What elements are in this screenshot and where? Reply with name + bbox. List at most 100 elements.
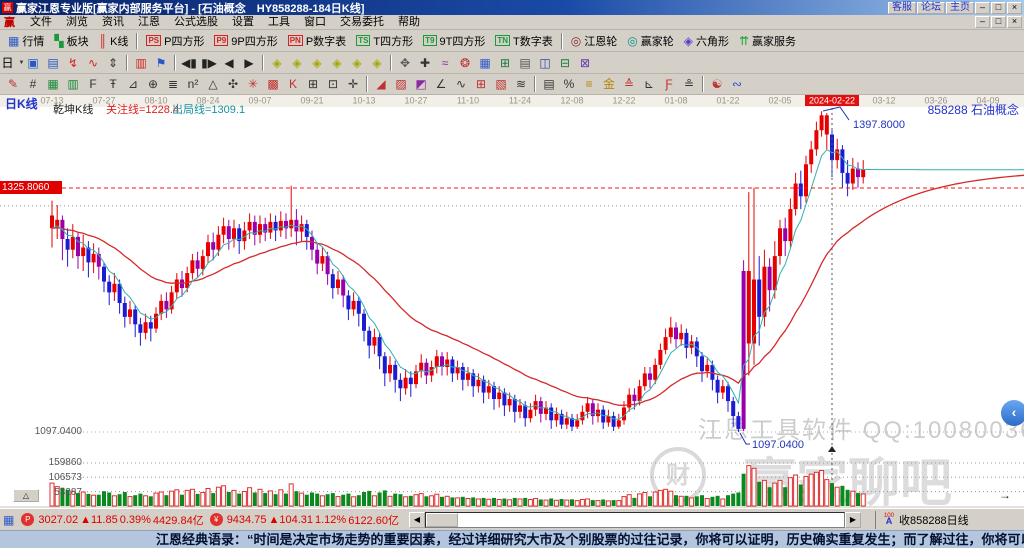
cross-tool-icon[interactable]: ✛	[343, 75, 363, 93]
grid3-tool-icon[interactable]: ⊞	[471, 75, 491, 93]
f-tool-icon[interactable]: Ƒ	[659, 75, 679, 93]
calendar-icon[interactable]: ▦	[475, 54, 495, 72]
tools-icon[interactable]: ⊠	[575, 54, 595, 72]
infinity-icon[interactable]: ∾	[727, 75, 747, 93]
kline-button[interactable]: ║ K线	[94, 32, 134, 50]
grid-tool-icon[interactable]: #	[23, 75, 43, 93]
last-page-icon[interactable]: ▮▶	[199, 54, 219, 72]
next-page-icon[interactable]: ▶	[239, 54, 259, 72]
angle2-tool-icon[interactable]: ∠	[431, 75, 451, 93]
export-icon[interactable]: ⊟	[555, 54, 575, 72]
fib-tool-icon[interactable]: F	[83, 75, 103, 93]
gann-diamond-1-icon[interactable]: ◈	[267, 54, 287, 72]
quote-grid-icon[interactable]: ▦	[3, 512, 15, 527]
red-grid-icon[interactable]: ▩	[263, 75, 283, 93]
percent-tool-icon[interactable]: %	[559, 75, 579, 93]
p-table-button[interactable]: PN P数字表	[283, 32, 351, 50]
gann-diamond-6-icon[interactable]: ◈	[367, 54, 387, 72]
star-tool-icon[interactable]: ✳	[243, 75, 263, 93]
mini-trend-icon[interactable]: ↯	[63, 54, 83, 72]
chart-layout-icon[interactable]: ▣	[23, 54, 43, 72]
angle-tool-icon[interactable]: ⊿	[123, 75, 143, 93]
titlebar-link-0[interactable]: 客服	[888, 1, 916, 14]
arc-tool-icon[interactable]: ⊾	[639, 75, 659, 93]
levels-tool-icon[interactable]: ≡	[579, 75, 599, 93]
gann-diamond-2-icon[interactable]: ◈	[287, 54, 307, 72]
yinyang-icon[interactable]: ☯	[707, 75, 727, 93]
close-button[interactable]: ×	[1007, 1, 1022, 14]
gann-grid-icon[interactable]: ▦	[43, 75, 63, 93]
gann-sun-icon[interactable]: ❂	[455, 54, 475, 72]
kline-chart[interactable]: 07-13 07-27 08-10 08-24 09-07 09-21 10-13 10-27…	[0, 95, 1024, 508]
scroll-right-icon[interactable]: →	[999, 488, 1011, 502]
box-dot-icon[interactable]: ⊡	[323, 75, 343, 93]
gann-diamond-4-icon[interactable]: ◈	[327, 54, 347, 72]
scrollbar-thumb[interactable]	[425, 512, 458, 527]
mini-trend2-icon[interactable]: ∿	[83, 54, 103, 72]
menu-item-2[interactable]: 资讯	[102, 16, 124, 28]
gann-grid2-icon[interactable]: ▥	[63, 75, 83, 93]
menu-item-0[interactable]: 文件	[30, 16, 52, 28]
winner-wheel-button[interactable]: ◎ 赢家轮	[622, 32, 678, 50]
period-day-button[interactable]: 日 ▼	[2, 54, 25, 72]
back-float-button[interactable]: ‹	[1001, 400, 1024, 426]
wedge-tool-icon[interactable]: ◢	[371, 75, 391, 93]
titlebar-link-2[interactable]: 主页	[946, 1, 974, 14]
gold-tool-icon[interactable]: 金	[599, 75, 619, 93]
menu-item-1[interactable]: 浏览	[66, 16, 88, 28]
scrollbar-right-icon[interactable]: ▶	[844, 511, 861, 528]
wave-tool-icon[interactable]: ≈	[435, 54, 455, 72]
kchart-mode-icon[interactable]: ▥	[131, 54, 151, 72]
child-restore-button[interactable]: □	[991, 16, 1006, 28]
quotes-button[interactable]: ▦ 行情	[3, 32, 49, 50]
gann-diamond-5-icon[interactable]: ◈	[347, 54, 367, 72]
child-close-button[interactable]: ×	[1007, 16, 1022, 28]
updown-icon[interactable]: ⇕	[103, 54, 123, 72]
menu-item-4[interactable]: 公式选股	[174, 16, 218, 28]
9p-square-button[interactable]: P9 9P四方形	[209, 32, 282, 50]
minimize-button[interactable]: –	[975, 1, 990, 14]
ring-tool-icon[interactable]: ≗	[679, 75, 699, 93]
p-square-button[interactable]: PS P四方形	[141, 32, 209, 50]
box-grid-icon[interactable]: ⊞	[303, 75, 323, 93]
horizontal-scrollbar[interactable]: ◀ ▶	[408, 511, 861, 528]
wave2-tool-icon[interactable]: ∿	[451, 75, 471, 93]
gann-diamond-3-icon[interactable]: ◈	[307, 54, 327, 72]
child-minimize-button[interactable]: –	[975, 16, 990, 28]
flag-icon[interactable]: ⚑	[151, 54, 171, 72]
t-table-button[interactable]: TN T数字表	[490, 32, 557, 50]
menu-item-9[interactable]: 帮助	[398, 16, 420, 28]
hatch2-tool-icon[interactable]: ▧	[491, 75, 511, 93]
hexagon-button[interactable]: ◈ 六角形	[679, 32, 734, 50]
time-tool-icon[interactable]: Ŧ	[103, 75, 123, 93]
sectors-button[interactable]: ▚ 板块	[49, 32, 93, 50]
titlebar-link-1[interactable]: 论坛	[917, 1, 945, 14]
table-tool-icon[interactable]: ▤	[539, 75, 559, 93]
waves-tool-icon[interactable]: ≋	[511, 75, 531, 93]
lines-tool-icon[interactable]: ≣	[163, 75, 183, 93]
corner-tool-icon[interactable]: ◩	[411, 75, 431, 93]
crosshair-icon[interactable]: ✚	[415, 54, 435, 72]
winner-service-button[interactable]: ⇈ 赢家服务	[734, 32, 801, 50]
menu-item-8[interactable]: 交易委托	[340, 16, 384, 28]
k-tool-icon[interactable]: K	[283, 75, 303, 93]
first-page-icon[interactable]: ◀▮	[179, 54, 199, 72]
panel-toggle-button[interactable]: △	[13, 489, 39, 502]
pen-tool-icon[interactable]: ✎	[3, 75, 23, 93]
save-icon[interactable]: ◫	[535, 54, 555, 72]
info-pane-icon[interactable]: ▤	[43, 54, 63, 72]
steps-tool-icon[interactable]: ≙	[619, 75, 639, 93]
menu-item-5[interactable]: 设置	[232, 16, 254, 28]
menu-item-6[interactable]: 工具	[268, 16, 290, 28]
pan-hand-icon[interactable]: ✥	[395, 54, 415, 72]
circle-cross-icon[interactable]: ⊕	[143, 75, 163, 93]
t-square-button[interactable]: TS T四方形	[351, 32, 418, 50]
9t-square-button[interactable]: T9 9T四方形	[418, 32, 490, 50]
square-n-icon[interactable]: n²	[183, 75, 203, 93]
prev-page-icon[interactable]: ◀	[219, 54, 239, 72]
restore-button[interactable]: □	[991, 1, 1006, 14]
period-label[interactable]: 日K线	[5, 97, 38, 111]
triangle-tool-icon[interactable]: △	[203, 75, 223, 93]
scrollbar-track[interactable]	[424, 511, 845, 528]
menu-item-7[interactable]: 窗口	[304, 16, 326, 28]
